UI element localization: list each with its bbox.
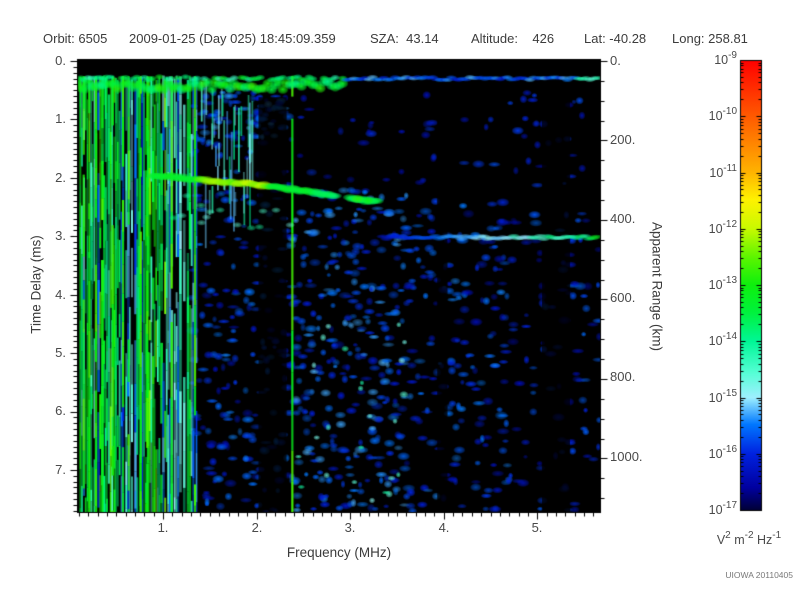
y-tick-7: 7. (55, 462, 66, 477)
long-label: Long: 258.81 (672, 31, 748, 46)
x-axis-title: Frequency (MHz) (286, 545, 392, 560)
y-tick-1: 1. (55, 111, 66, 126)
sza-label: SZA: 43.14 (370, 31, 439, 46)
cb-tick-1e-11: 10-11 (709, 163, 737, 181)
y-tick-4: 4. (55, 287, 66, 302)
y-tick-3: 3. (55, 228, 66, 243)
y2-tick-200: 200. (610, 132, 636, 147)
lat-label: Lat: -40.28 (584, 31, 647, 46)
y2-tick-0: 0. (610, 53, 621, 68)
cb-tick-1e-15: 10-15 (708, 388, 737, 406)
x-tick-2: 2. (251, 520, 263, 535)
y-axis-title: Time Delay (ms) (28, 235, 44, 334)
y2-axis-title: Apparent Range (km) (649, 221, 665, 352)
colorbar-unit-label: V2 m-2 Hz-1 (716, 530, 782, 548)
y-tick-5: 5. (55, 345, 66, 360)
orbit-label: Orbit: 6505 (43, 31, 108, 46)
x-tick-4: 4. (438, 520, 450, 535)
x-tick-5: 5. (531, 520, 543, 535)
cb-tick-1e-13: 10-13 (708, 275, 737, 293)
x-tick-3: 3. (344, 520, 356, 535)
y2-tick-600: 600. (610, 290, 636, 305)
x-tick-1: 1. (157, 520, 169, 535)
cb-tick-1e-9: 10-9 (714, 50, 737, 68)
credit-label: UIOWA 20110405 (725, 570, 793, 580)
y2-tick-400: 400. (610, 211, 636, 226)
cb-tick-1e-10: 10-10 (708, 106, 737, 124)
y2-tick-1000: 1000. (610, 449, 643, 464)
cb-tick-1e-12: 10-12 (708, 219, 737, 237)
datetime-label: 2009-01-25 (Day 025) 18:45:09.359 (129, 31, 336, 46)
cb-tick-1e-17: 10-17 (708, 500, 737, 518)
y-tick-0: 0. (55, 53, 66, 68)
y2-tick-800: 800. (610, 369, 636, 384)
altitude-label: Altitude: 426 (471, 31, 555, 46)
cb-tick-1e-16: 10-16 (708, 444, 737, 462)
cb-tick-1e-14: 10-14 (708, 331, 737, 349)
y-tick-2: 2. (55, 170, 66, 185)
y-tick-6: 6. (55, 403, 66, 418)
